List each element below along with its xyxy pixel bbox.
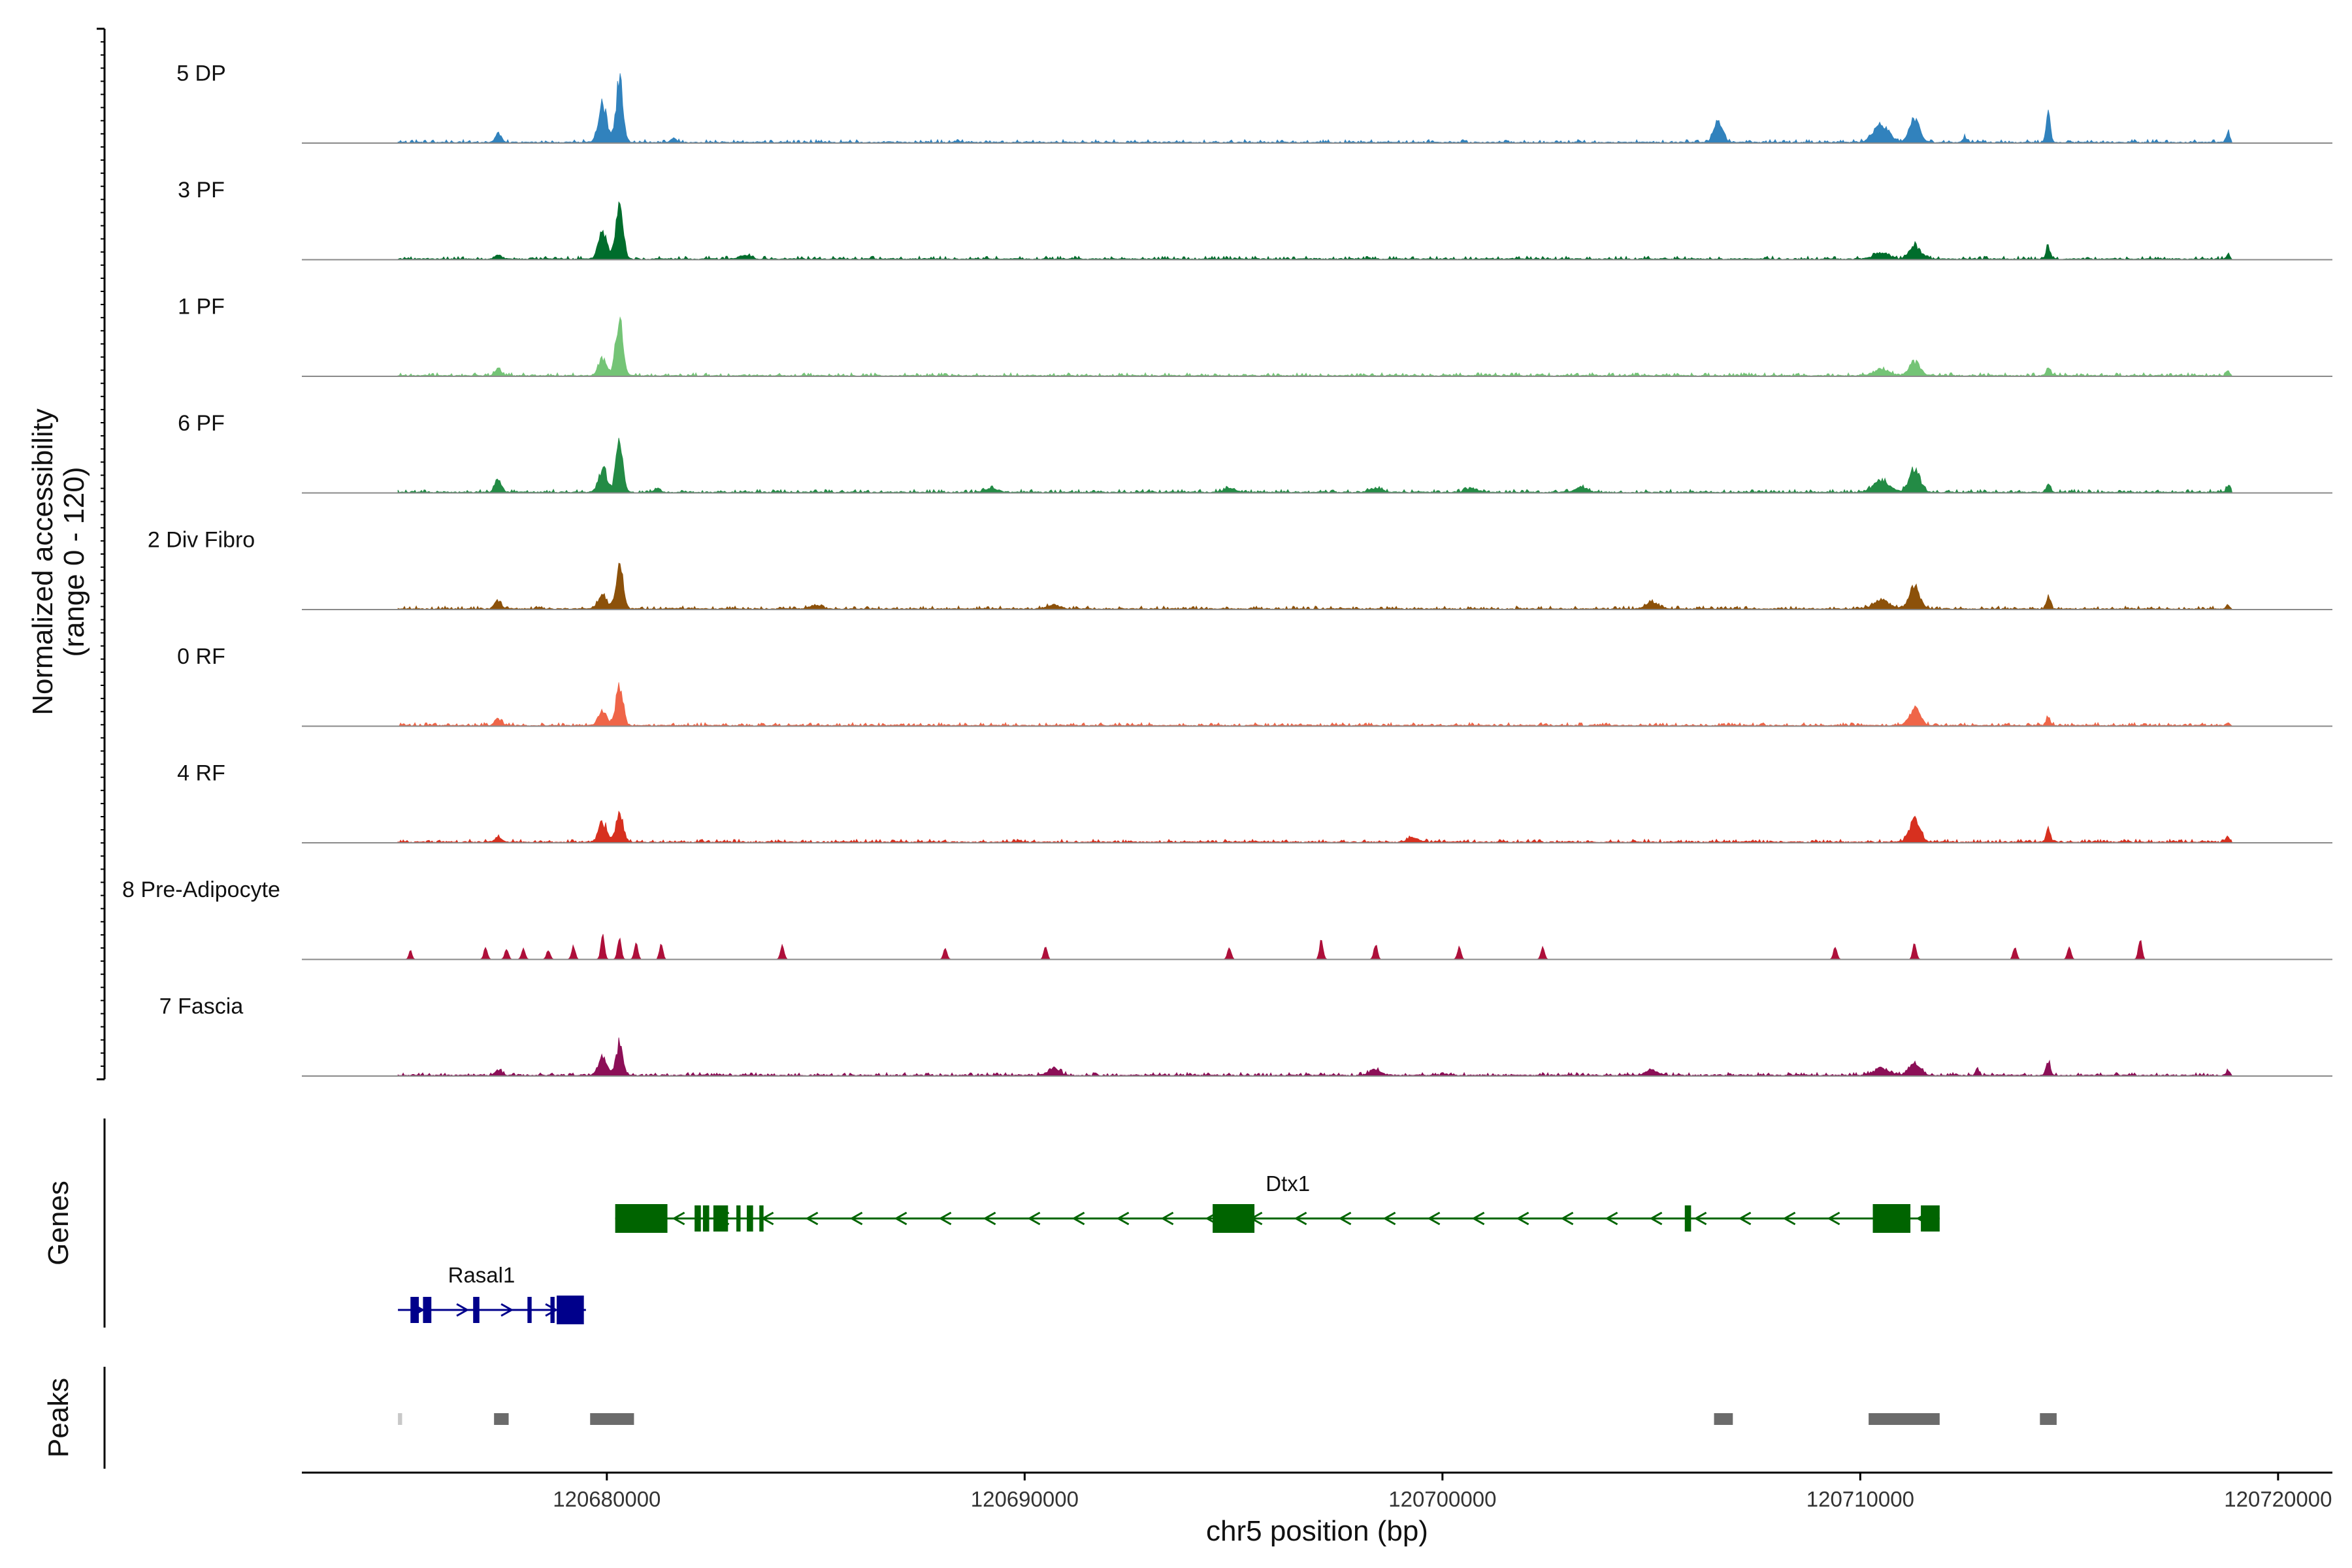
coverage-area: [397, 316, 2233, 377]
track-label: 7 Fascia: [159, 994, 244, 1019]
coverage-area: [397, 563, 2233, 610]
strand-arrow: [1338, 1211, 1352, 1226]
gene-name-label: Rasal1: [448, 1263, 515, 1287]
gene-exon: [694, 1205, 701, 1232]
genes-track-label: Genes: [42, 1181, 74, 1266]
strand-arrow: [938, 1211, 952, 1226]
strand-arrow: [849, 1211, 863, 1226]
peak-region: [1869, 1413, 1940, 1425]
strand-arrow: [1027, 1211, 1041, 1226]
gene-name-label: Dtx1: [1266, 1171, 1310, 1196]
peaks-track-label: Peaks: [42, 1378, 74, 1458]
peak-region: [494, 1413, 509, 1425]
coverage-area: [398, 934, 2232, 960]
strand-arrow: [894, 1211, 907, 1226]
gene-exon: [1213, 1204, 1255, 1233]
gene-exon: [473, 1297, 480, 1323]
coverage-area: [398, 682, 2233, 727]
peak-region: [398, 1413, 402, 1425]
track-5: 0 RF: [177, 644, 2332, 727]
track-label: 2 Div Fibro: [148, 528, 255, 553]
gene-exon: [1921, 1205, 1940, 1232]
y-axis-title: Normalized accessibility(range 0 - 120): [27, 408, 90, 715]
strand-arrow: [1560, 1211, 1574, 1226]
track-label: 8 Pre-Adipocyte: [122, 877, 280, 902]
x-axis: 120680000 120690000 120700000 120710000 1207…: [302, 1471, 2332, 1547]
strand-arrow: [672, 1211, 685, 1226]
track-4: 2 Div Fibro: [148, 528, 2332, 610]
track-7: 8 Pre-Adipocyte: [122, 877, 2332, 960]
strand-arrow: [1160, 1211, 1174, 1226]
strand-arrow: [1693, 1211, 1707, 1226]
x-tick-label: 120720000: [2224, 1487, 2332, 1511]
x-tick-label: 120680000: [553, 1487, 661, 1511]
strand-arrow: [1782, 1211, 1796, 1226]
gene-exon: [747, 1205, 753, 1232]
strand-arrow: [500, 1303, 514, 1317]
gene-exon: [713, 1205, 728, 1232]
gene-exon: [527, 1297, 532, 1323]
gene-rasal1: Rasal1: [398, 1263, 586, 1324]
gene-dtx1: Dtx1: [615, 1171, 1940, 1233]
track-2: 1 PF: [178, 295, 2332, 377]
gene-exon: [759, 1205, 764, 1232]
strand-arrow: [1116, 1211, 1130, 1226]
peaks-track: Peaks: [42, 1367, 2057, 1469]
gene-exon: [702, 1205, 710, 1232]
strand-arrow: [983, 1211, 996, 1226]
coverage-area: [397, 1037, 2233, 1077]
peak-region: [2040, 1413, 2057, 1425]
track-0: 5 DP: [176, 61, 2332, 144]
track-label: 0 RF: [177, 644, 225, 669]
track-3: 6 PF: [178, 411, 2332, 494]
y-axis: Normalized accessibility(range 0 - 120): [27, 27, 106, 1081]
strand-arrow: [1382, 1211, 1396, 1226]
strand-arrow: [545, 1303, 559, 1317]
strand-arrow: [1827, 1211, 1840, 1226]
coverage-area: [397, 438, 2232, 493]
gene-exon: [423, 1297, 432, 1323]
strand-arrow: [1294, 1211, 1307, 1226]
track-8: 7 Fascia: [159, 994, 2332, 1077]
gene-exon: [1684, 1205, 1691, 1232]
coverage-area: [397, 201, 2233, 260]
coverage-area: [397, 810, 2233, 843]
y-axis-title-line2: (range 0 - 120): [58, 466, 90, 657]
track-label: 4 RF: [177, 761, 225, 786]
y-axis-title-line1: Normalized accessibility: [27, 408, 59, 715]
track-label: 1 PF: [178, 295, 225, 319]
strand-arrow: [1071, 1211, 1085, 1226]
gene-exon: [550, 1297, 555, 1323]
x-tick-label: 120690000: [971, 1487, 1079, 1511]
strand-arrow: [1471, 1211, 1485, 1226]
track-label: 6 PF: [178, 411, 225, 436]
peak-region: [590, 1413, 634, 1425]
track-label: 5 DP: [176, 61, 226, 86]
strand-arrow: [1649, 1211, 1663, 1226]
x-axis-title: chr5 position (bp): [1206, 1515, 1428, 1547]
strand-arrow: [456, 1303, 470, 1317]
gene-exon: [615, 1204, 668, 1233]
strand-arrow: [1516, 1211, 1529, 1226]
strand-arrow: [805, 1211, 819, 1226]
gene-exon: [410, 1297, 419, 1323]
track-1: 3 PF: [178, 178, 2332, 261]
gene-exon: [736, 1205, 741, 1232]
x-tick-label: 120700000: [1388, 1487, 1496, 1511]
peak-region: [1714, 1413, 1733, 1425]
x-tick-label: 120710000: [1806, 1487, 1914, 1511]
track-label: 3 PF: [178, 178, 225, 203]
gene-exon: [1872, 1204, 1911, 1233]
coverage-area: [397, 73, 2233, 144]
coverage-tracks: 5 DP 3 PF 1 PF 6 PF 2 Div Fibro 0 RF 4 RF 8 Pre…: [122, 61, 2332, 1077]
track-6: 4 RF: [177, 761, 2332, 843]
strand-arrow: [1738, 1211, 1752, 1226]
strand-arrow: [1427, 1211, 1441, 1226]
gene-annotation-track: Genes Dtx1 Rasal1: [42, 1119, 1940, 1328]
strand-arrow: [1605, 1211, 1618, 1226]
gene-exon: [557, 1296, 584, 1324]
